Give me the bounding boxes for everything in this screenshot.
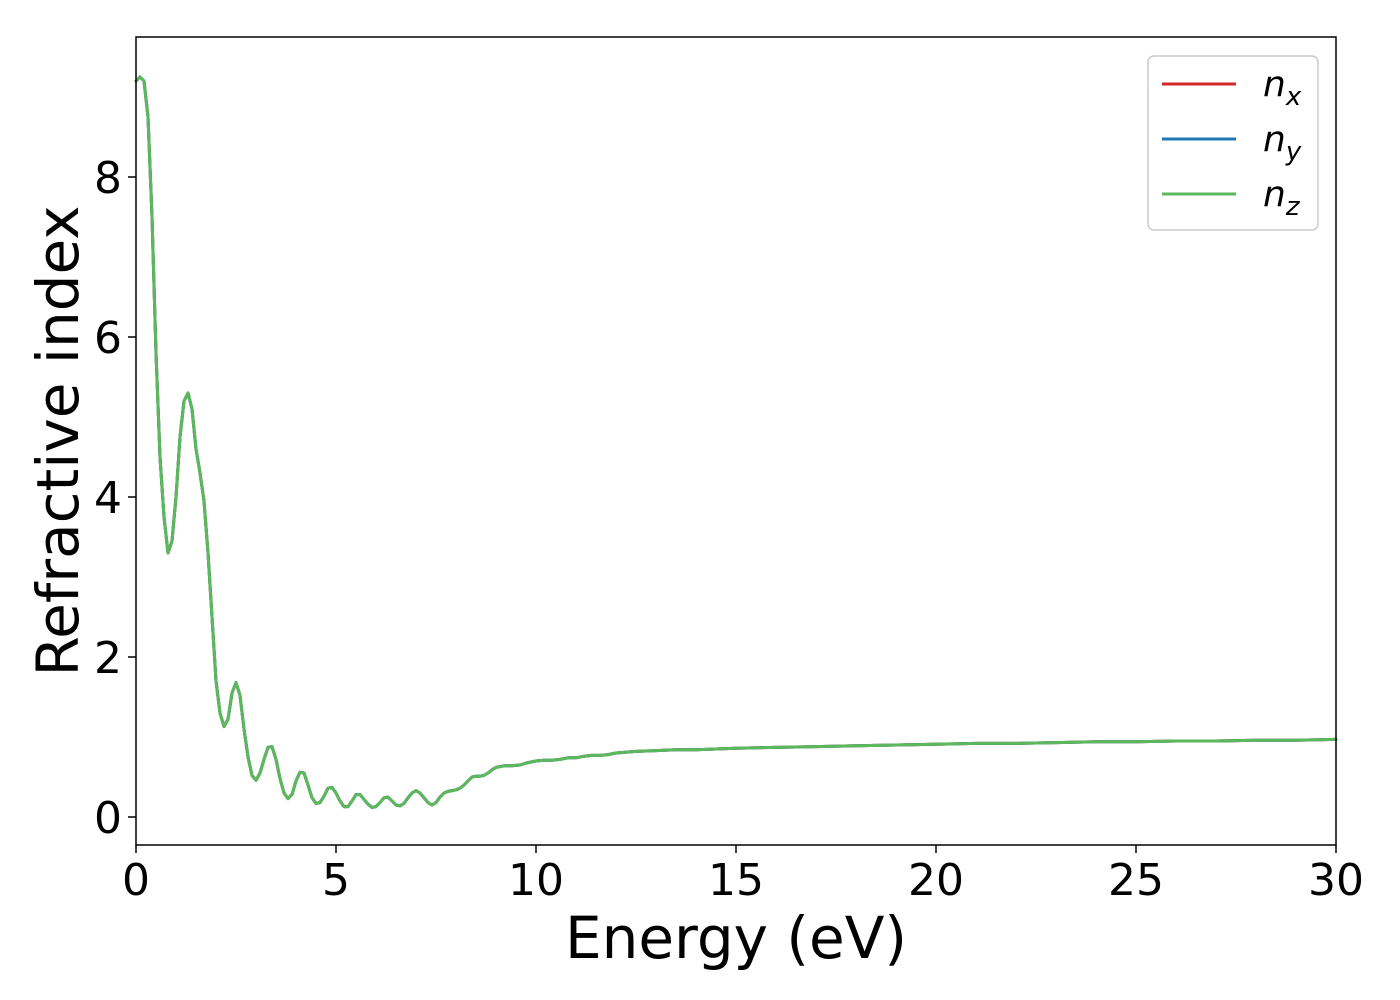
legend-label-main: n (1263, 64, 1286, 105)
y-axis-ticks: 0 2 4 6 8 (94, 153, 136, 844)
x-axis-label: Energy (eV) (565, 904, 907, 972)
legend-label-y: ny (1263, 119, 1302, 167)
y-tick-label: 8 (94, 153, 122, 204)
legend-label-subscript: x (1285, 82, 1302, 112)
x-tick-label: 5 (322, 855, 350, 906)
y-axis-label: Refractive index (24, 205, 92, 676)
series-layer (134, 75, 1338, 809)
x-tick-label: 25 (1108, 855, 1164, 906)
y-tick-label: 4 (94, 473, 122, 524)
legend-box (1147, 55, 1319, 231)
legend-label-main: n (1263, 174, 1286, 215)
x-tick-label: 20 (908, 855, 964, 906)
legend-label-subscript: y (1285, 137, 1302, 167)
legend-label-subscript: z (1285, 192, 1301, 222)
y-tick-label: 0 (94, 793, 122, 844)
x-tick-label: 10 (508, 855, 564, 906)
x-tick-label: 30 (1308, 855, 1364, 906)
legend-label-z: nz (1263, 174, 1301, 222)
y-tick-label: 6 (94, 313, 122, 364)
x-tick-label: 0 (122, 855, 150, 906)
legend-label-main: n (1263, 119, 1286, 160)
series-line-z (134, 75, 1338, 809)
x-tick-label: 15 (708, 855, 764, 906)
x-axis-ticks: 0 5 10 15 20 25 30 (122, 845, 1364, 906)
legend-label-x: nx (1263, 64, 1302, 112)
y-tick-label: 2 (94, 633, 122, 684)
